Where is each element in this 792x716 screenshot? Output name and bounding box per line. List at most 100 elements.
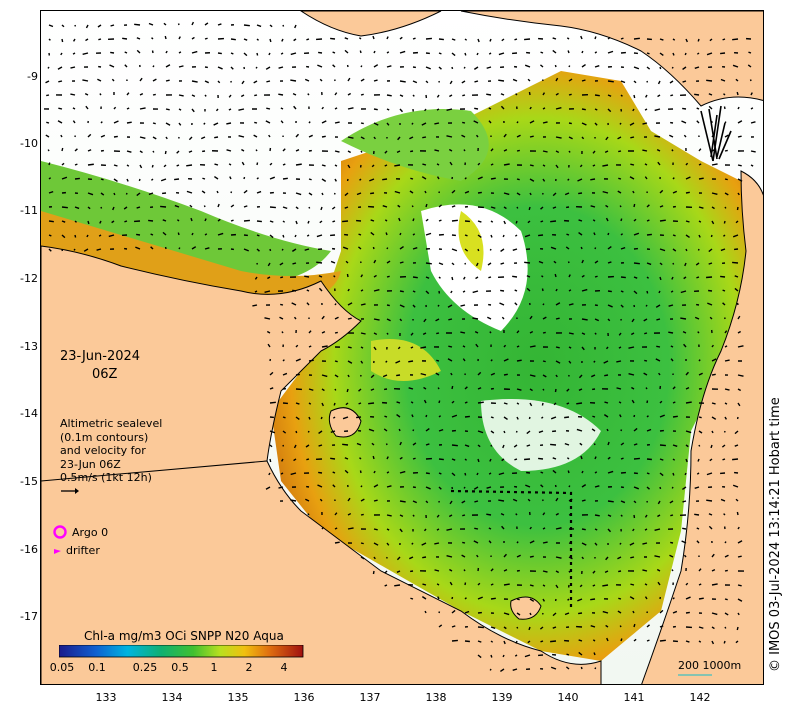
velocity-arrow <box>550 666 557 670</box>
velocity-arrow <box>321 315 325 320</box>
velocity-arrow <box>646 624 650 628</box>
velocity-arrow <box>308 178 312 181</box>
velocity-arrow <box>425 66 431 70</box>
velocity-arrow <box>214 136 219 139</box>
velocity-arrow <box>607 50 614 54</box>
velocity-arrow <box>619 625 622 628</box>
velocity-arrow <box>410 597 414 600</box>
velocity-arrow <box>425 427 430 432</box>
velocity-arrow <box>373 528 378 531</box>
velocity-arrow <box>243 38 248 41</box>
velocity-arrow <box>592 639 596 642</box>
velocity-arrow <box>150 233 154 236</box>
velocity-arrow <box>633 232 640 236</box>
velocity-arrow <box>633 276 638 279</box>
velocity-arrow <box>659 486 662 490</box>
velocity-arrow <box>150 178 154 181</box>
velocity-arrow <box>269 206 276 209</box>
velocity-arrow <box>126 92 130 96</box>
velocity-arrow <box>516 359 522 362</box>
velocity-arrow <box>654 555 661 558</box>
velocity-arrow <box>566 402 570 405</box>
velocity-arrow <box>542 360 546 363</box>
velocity-arrow <box>737 330 741 334</box>
velocity-arrow <box>594 65 600 68</box>
velocity-arrow <box>58 80 63 83</box>
velocity-arrow <box>267 276 271 280</box>
velocity-arrow <box>464 234 468 237</box>
velocity-arrow <box>332 64 336 68</box>
velocity-arrow <box>592 415 596 418</box>
velocity-arrow <box>162 231 167 236</box>
velocity-arrow <box>555 497 559 502</box>
velocity-arrow <box>174 178 180 181</box>
velocity-arrow <box>489 38 492 42</box>
velocity-arrow <box>656 318 661 321</box>
velocity-arrow <box>489 331 492 334</box>
velocity-arrow <box>373 542 379 546</box>
velocity-arrow <box>516 330 520 334</box>
velocity-arrow <box>501 525 505 530</box>
velocity-arrow <box>449 161 453 166</box>
velocity-arrow <box>347 374 350 378</box>
longitude-label: 142 <box>689 691 711 704</box>
velocity-arrow <box>188 136 193 141</box>
velocity-arrow <box>724 345 728 348</box>
velocity-arrow <box>307 513 310 516</box>
velocity-arrow <box>657 500 661 505</box>
velocity-arrow <box>642 542 648 545</box>
velocity-arrow <box>682 66 687 71</box>
velocity-arrow <box>620 246 626 250</box>
velocity-arrow <box>186 190 193 194</box>
velocity-arrow <box>396 401 401 404</box>
velocity-arrow <box>555 106 562 110</box>
velocity-arrow <box>191 232 194 236</box>
velocity-arrow <box>550 416 557 420</box>
velocity-arrow <box>282 148 286 152</box>
velocity-arrow <box>477 401 484 404</box>
velocity-arrow <box>61 147 64 152</box>
velocity-arrow <box>724 612 729 616</box>
velocity-arrow <box>618 570 622 573</box>
velocity-arrow <box>451 219 458 222</box>
velocity-arrow <box>503 192 510 196</box>
velocity-arrow <box>723 640 726 644</box>
cape-york-land <box>641 170 763 684</box>
velocity-arrow <box>386 122 390 126</box>
velocity-arrow <box>698 583 702 586</box>
velocity-arrow <box>282 234 285 238</box>
velocity-arrow <box>477 626 484 629</box>
velocity-arrow <box>399 500 406 503</box>
velocity-arrow <box>737 388 742 392</box>
velocity-arrow <box>399 246 404 250</box>
velocity-arrow <box>540 51 544 54</box>
velocity-arrow <box>698 597 704 600</box>
velocity-arrow <box>451 385 454 390</box>
velocity-arrow <box>732 484 739 488</box>
velocity-arrow <box>502 444 505 449</box>
velocity-arrow <box>720 275 726 278</box>
velocity-arrow <box>490 654 493 658</box>
velocity-arrow <box>489 248 492 251</box>
velocity-arrow <box>685 582 689 586</box>
velocity-arrow <box>672 458 676 461</box>
velocity-arrow <box>448 514 453 518</box>
velocity-arrow <box>373 108 378 111</box>
velocity-arrow <box>151 164 154 168</box>
velocity-arrow <box>503 163 510 166</box>
velocity-arrow <box>332 416 336 419</box>
velocity-arrow <box>100 192 105 196</box>
velocity-arrow <box>74 206 80 210</box>
velocity-arrow <box>657 161 661 166</box>
velocity-arrow <box>568 346 572 349</box>
velocity-arrow <box>724 416 728 420</box>
velocity-arrow <box>202 177 206 180</box>
velocity-arrow <box>722 289 726 292</box>
map-frame[interactable] <box>40 10 764 685</box>
velocity-arrow <box>360 289 364 292</box>
velocity-arrow <box>126 107 130 110</box>
velocity-arrow <box>321 178 327 182</box>
velocity-arrow <box>723 234 726 237</box>
velocity-arrow <box>399 470 406 474</box>
velocity-arrow <box>472 317 479 320</box>
